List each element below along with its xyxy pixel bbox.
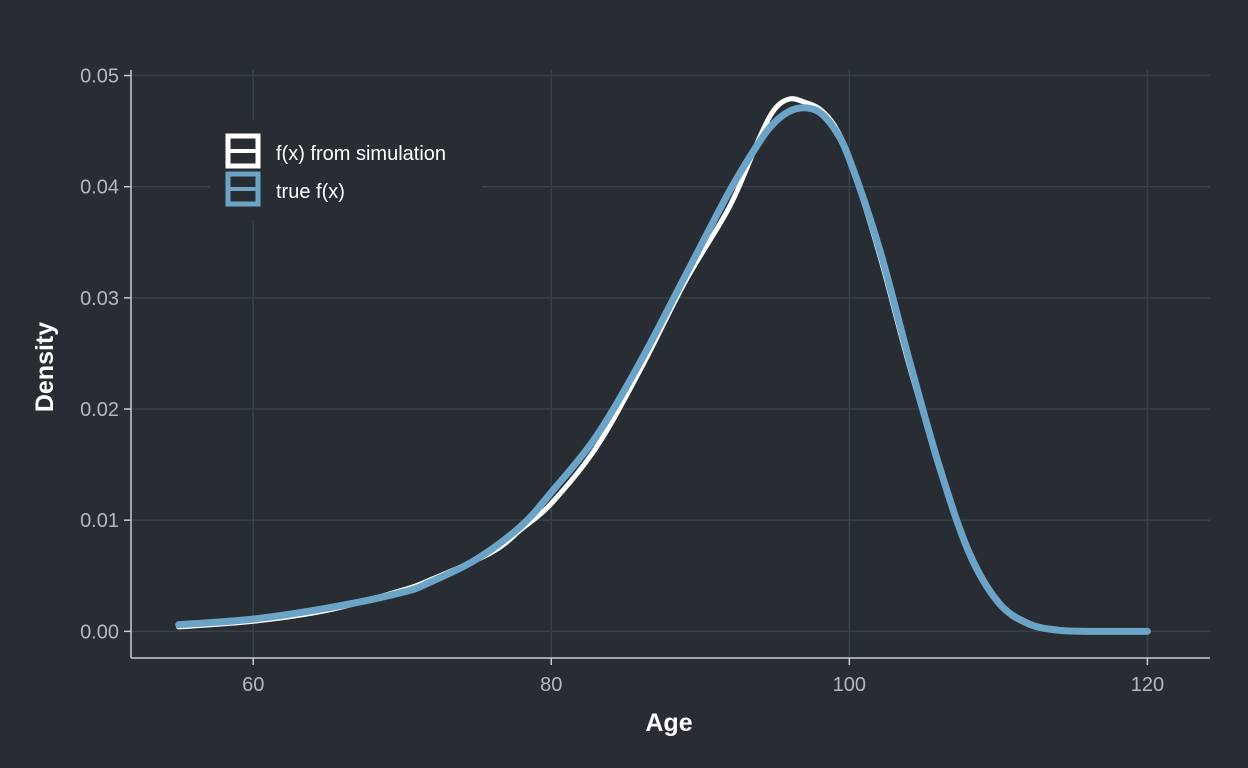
series-layer [175,96,1151,635]
legend-label-simulation: f(x) from simulation [276,143,446,165]
x-tick-label: 120 [1131,674,1164,696]
y-tick-label: 0.05 [80,66,119,88]
y-axis-title: Density [31,322,59,412]
legend-item-simulation: f(x) from simulation [225,133,446,169]
legend-key-simulation [225,133,261,169]
legend-label-true: true f(x) [276,181,345,203]
y-tick-label: 0.02 [80,399,119,421]
legend-item-true: true f(x) [225,171,345,207]
axes: 60 80 100 120 0.00 0.01 0.02 0.03 0.04 0.05 [80,66,1210,696]
series-line-true [175,104,1151,635]
y-tick-label: 0.00 [80,621,119,643]
y-tick-label: 0.01 [80,510,119,532]
legend-key-true [225,171,261,207]
x-tick-label: 100 [833,674,866,696]
y-tick-label: 0.03 [80,288,119,310]
y-tick-label: 0.04 [80,177,119,199]
x-axis-title: Age [645,709,692,737]
x-tick-label: 60 [242,674,264,696]
x-tick-label: 80 [540,674,562,696]
legend: f(x) from simulation true f(x) [210,120,482,220]
